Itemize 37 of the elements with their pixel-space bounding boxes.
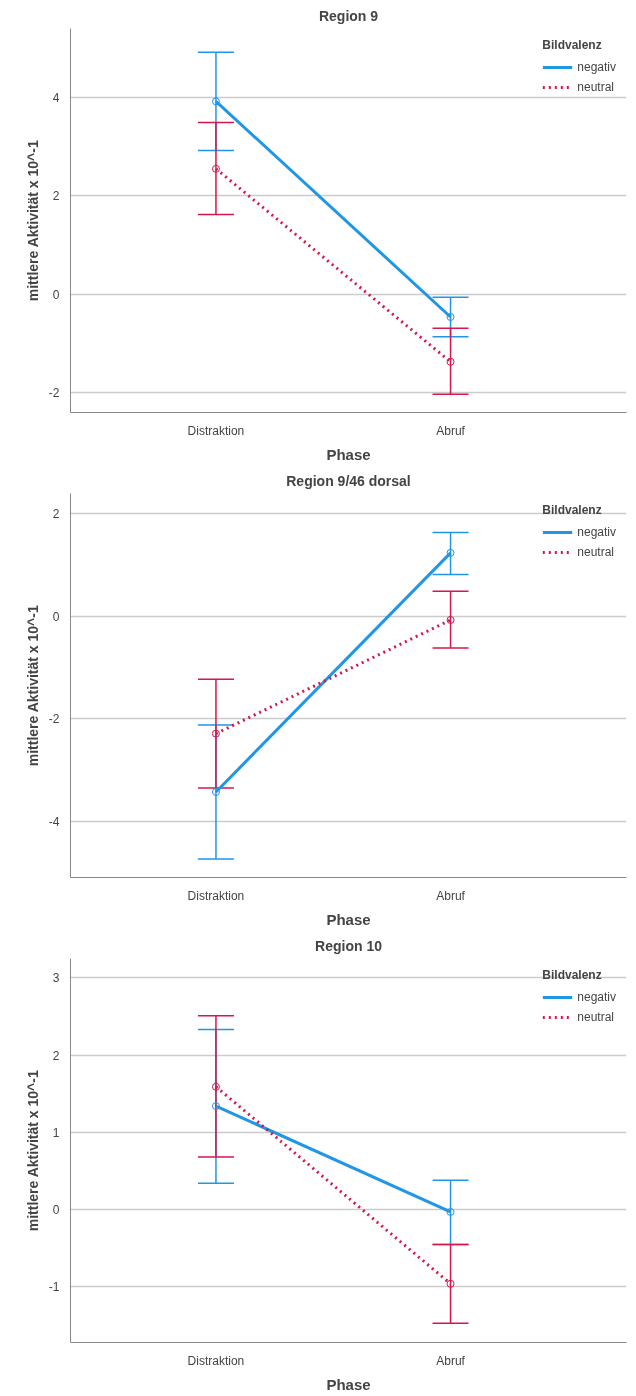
- x-tick-label: Distraktion: [187, 1353, 245, 1368]
- y-tick-label: -2: [48, 712, 60, 727]
- legend-label: neutral: [577, 1010, 614, 1024]
- legend-label: negativ: [577, 990, 616, 1004]
- y-tick-label: 1: [52, 1125, 60, 1140]
- y-tick-label: 0: [52, 1203, 60, 1218]
- x-tick-label: Distraktion: [187, 888, 245, 903]
- legend-title: Bildvalenz: [542, 968, 603, 982]
- x-axis-title: Phase: [326, 445, 371, 463]
- x-tick-label: Abruf: [436, 423, 466, 438]
- legend-title: Bildvalenz: [542, 503, 603, 517]
- y-tick-label: 0: [52, 609, 60, 624]
- y-tick-label: 2: [52, 1048, 60, 1063]
- x-axis-title: Phase: [326, 910, 371, 928]
- y-tick-label: 4: [52, 90, 60, 105]
- legend-label: neutral: [577, 545, 614, 559]
- y-tick-label: -2: [48, 386, 60, 401]
- legend-label: negativ: [577, 60, 616, 74]
- x-axis-title: Phase: [326, 1375, 371, 1393]
- legend-title: Bildvalenz: [542, 38, 603, 52]
- chart-title: Region 10: [315, 937, 383, 954]
- x-tick-label: Abruf: [436, 888, 466, 903]
- y-tick-label: -1: [48, 1280, 60, 1295]
- x-tick-label: Abruf: [436, 1353, 466, 1368]
- legend-label: negativ: [577, 525, 616, 539]
- y-tick-label: 2: [52, 507, 60, 522]
- y-tick-label: 2: [52, 189, 60, 204]
- y-tick-label: 3: [52, 971, 60, 986]
- y-axis-title: mittlere Aktivität x 10^-1: [24, 140, 41, 302]
- y-tick-label: -4: [48, 814, 60, 829]
- legend-label: neutral: [577, 80, 614, 94]
- x-tick-label: Distraktion: [187, 423, 245, 438]
- y-tick-label: 0: [52, 287, 60, 302]
- y-axis-title: mittlere Aktivität x 10^-1: [24, 605, 41, 767]
- y-axis-title: mittlere Aktivität x 10^-1: [24, 1070, 41, 1232]
- chart-title: Region 9/46 dorsal: [286, 472, 411, 489]
- chart-title: Region 9: [318, 7, 379, 24]
